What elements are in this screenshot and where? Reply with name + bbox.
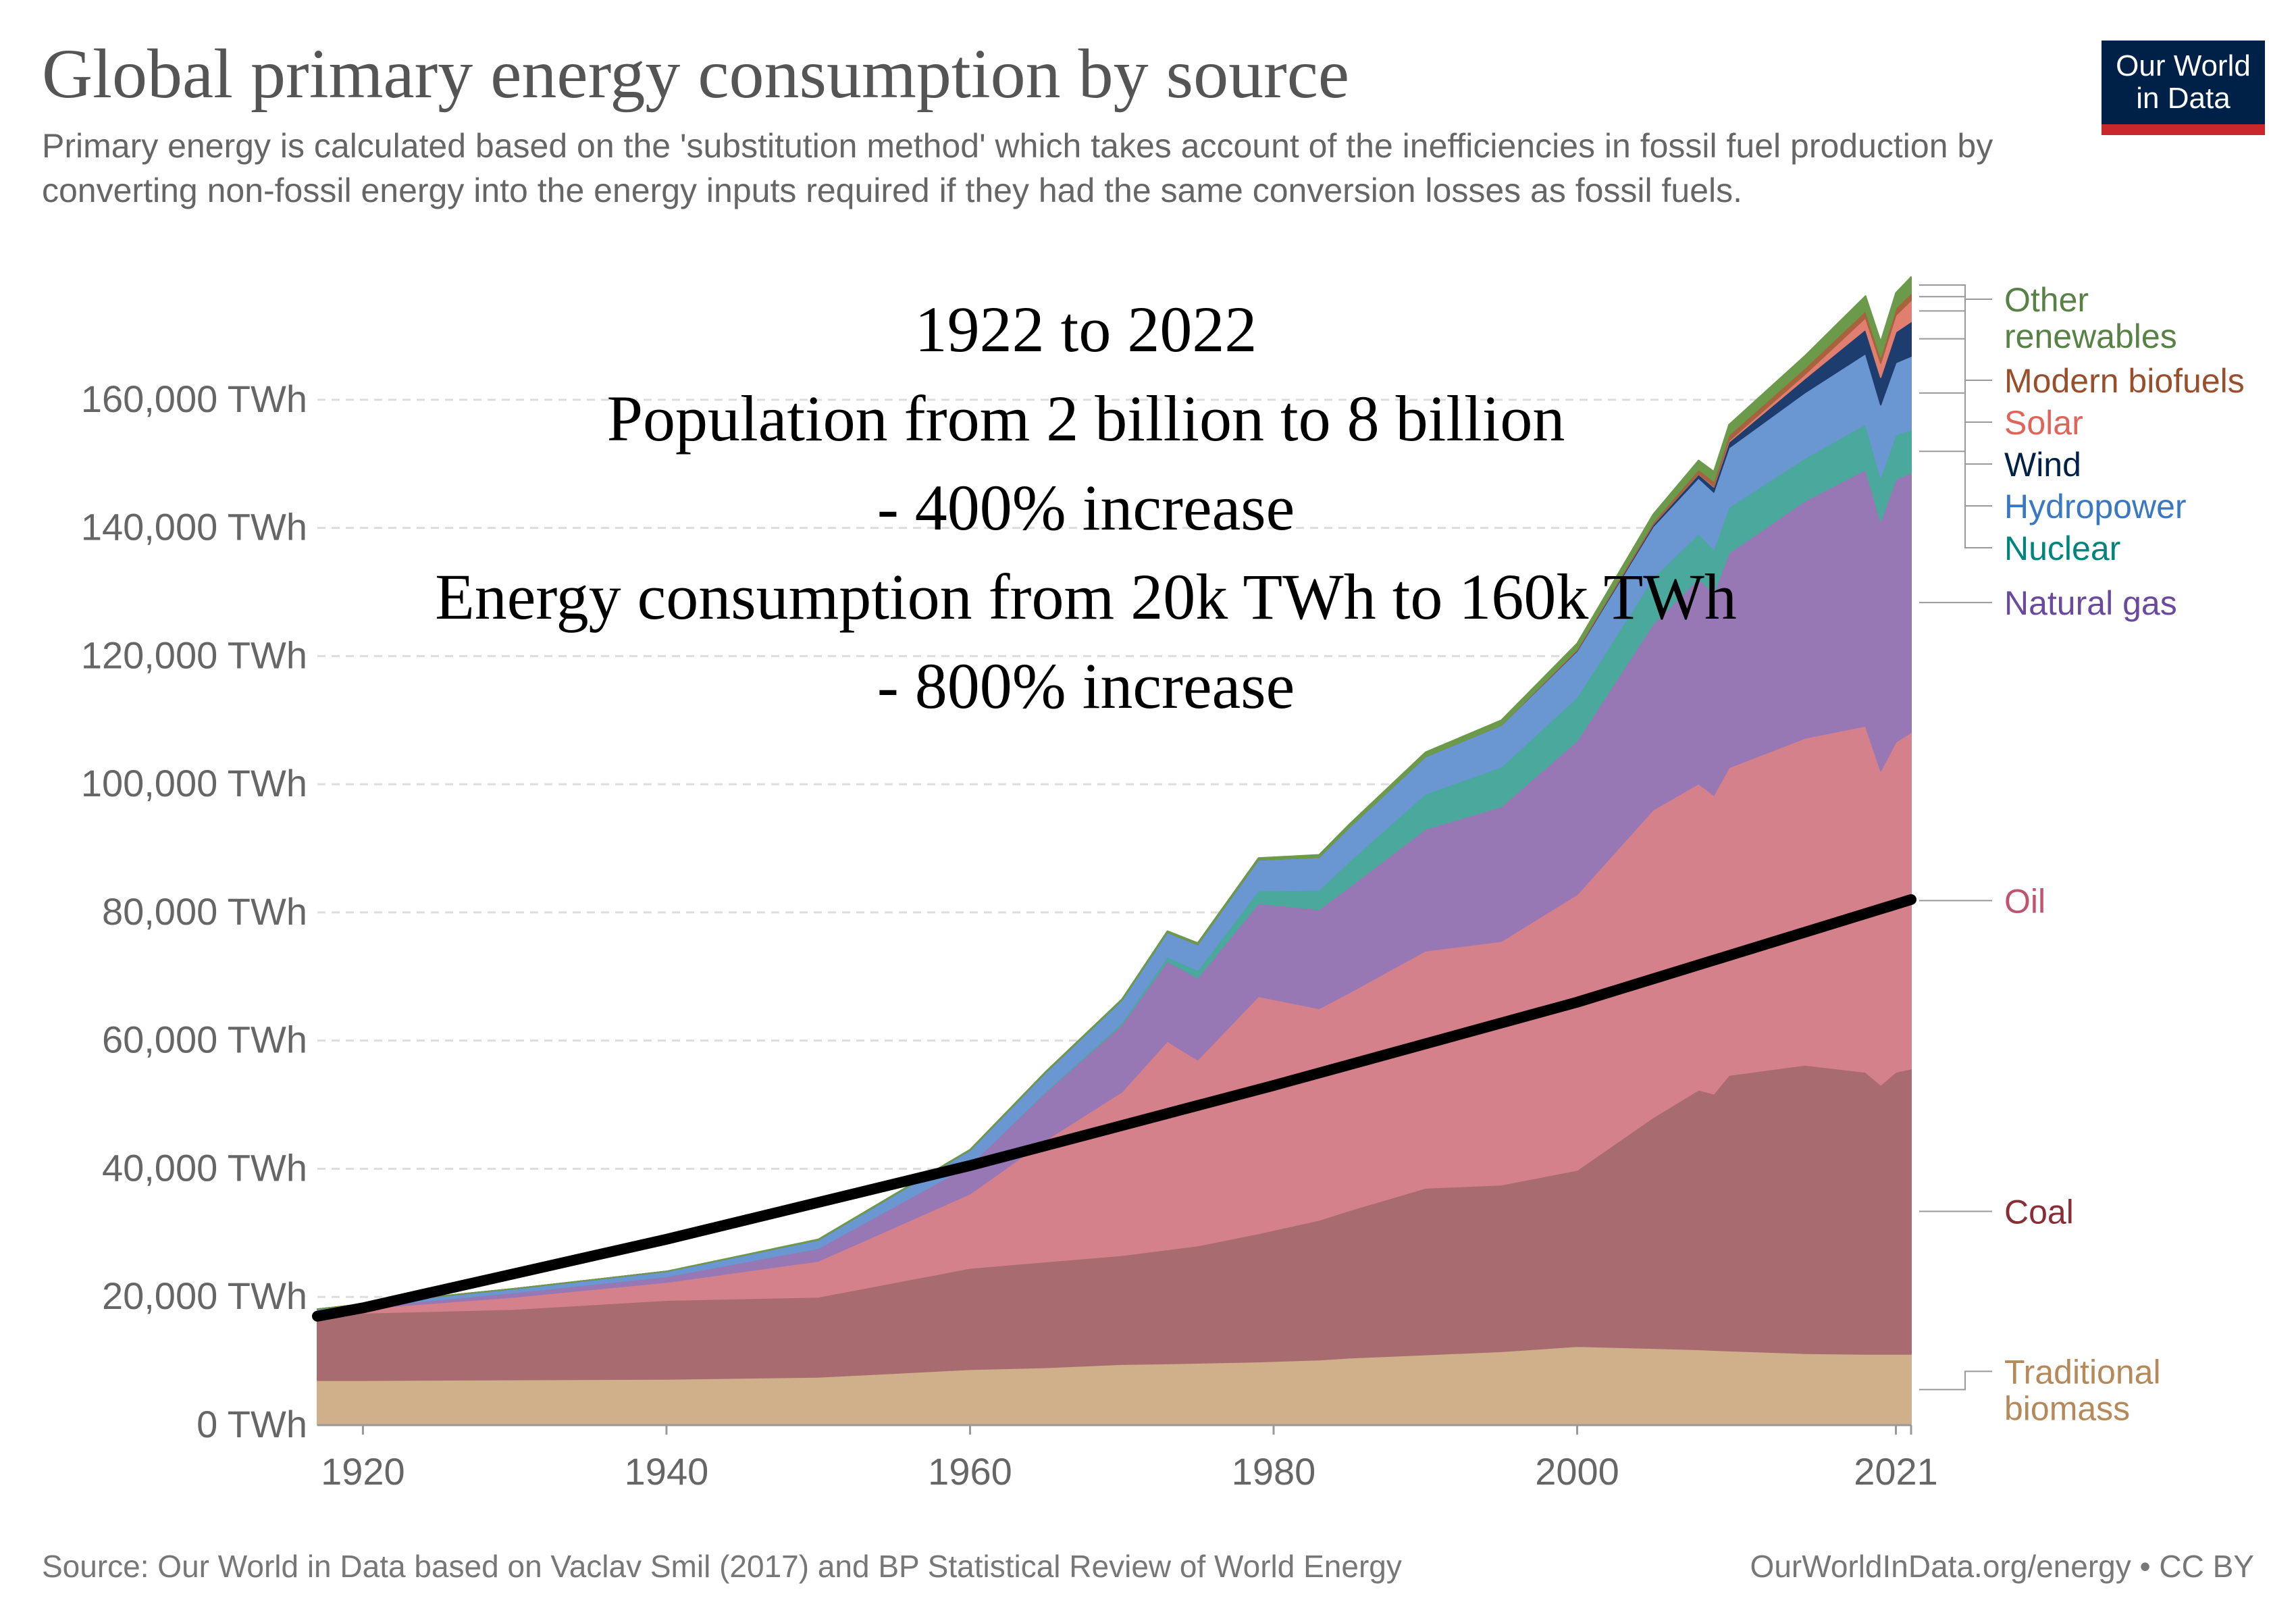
- y-tick-label: 40,000 TWh: [102, 1146, 307, 1189]
- x-tick-label: 2021: [1854, 1450, 1938, 1493]
- x-tick-label: 1940: [625, 1450, 709, 1493]
- legend-leader-line: [1919, 1370, 1992, 1391]
- legend-leader-line: [1919, 338, 1992, 465]
- x-tick-label: 1980: [1232, 1450, 1316, 1493]
- chart-subtitle: Primary energy is calculated based on th…: [42, 127, 1993, 209]
- logo-line-1: Our World: [2116, 49, 2251, 82]
- legend-label-solar: Solar: [2004, 404, 2083, 442]
- legend-leader-line: [1919, 451, 1992, 548]
- legend-label-traditional-biomass: biomass: [2004, 1389, 2130, 1427]
- license-link[interactable]: OurWorldInData.org/energy • CC BY: [1750, 1549, 2254, 1584]
- annotation-line: 1922 to 2022: [915, 293, 1257, 365]
- annotation-text: 1922 to 2022 Population from 2 billion to…: [435, 293, 1737, 722]
- legend-label-oil: Oil: [2004, 882, 2045, 920]
- trend-line-overlay: [312, 894, 1916, 1322]
- legend-leader-line: [1919, 296, 1992, 381]
- y-tick-label: 80,000 TWh: [102, 890, 307, 933]
- legend-label-other-renewables: Other: [2004, 281, 2089, 319]
- legend-label-wind: Wind: [2004, 446, 2081, 484]
- area-other-renewables: [317, 276, 1912, 1310]
- annotation-line: Population from 2 billion to 8 billion: [607, 382, 1565, 455]
- legend-label-modern-biofuels: Modern biofuels: [2004, 362, 2245, 400]
- legend-leader-line: [1919, 392, 1992, 507]
- annotation-line: - 800% increase: [877, 650, 1295, 722]
- y-axis: 0 TWh 20,000 TWh 40,000 TWh 60,000 TWh 80,00…: [81, 378, 307, 1445]
- legend-label-natural-gas: Natural gas: [2004, 584, 2177, 622]
- y-tick-label: 120,000 TWh: [81, 634, 307, 676]
- legend-label-coal: Coal: [2004, 1193, 2074, 1231]
- series-areas: [317, 276, 1912, 1426]
- x-tick-label: 1920: [321, 1450, 405, 1493]
- x-axis: 1920 1940 1960 1980 2000 2021: [317, 1424, 1938, 1493]
- owid-logo[interactable]: Our World in Data: [2102, 41, 2265, 135]
- y-tick-label: 60,000 TWh: [102, 1019, 307, 1061]
- source-note: Source: Our World in Data based on Vacla…: [42, 1549, 1402, 1584]
- legend-label-other-renewables: renewables: [2004, 317, 2177, 355]
- legend-label-hydropower: Hydropower: [2004, 488, 2187, 525]
- legend-label-nuclear: Nuclear: [2004, 530, 2120, 567]
- legend-leader-line: [1919, 310, 1992, 423]
- y-tick-label: 160,000 TWh: [81, 378, 307, 420]
- chart-title: Global primary energy consumption by sou…: [42, 35, 1350, 113]
- y-tick-label: 140,000 TWh: [81, 506, 307, 548]
- x-tick-label: 1960: [928, 1450, 1012, 1493]
- y-tick-label: 0 TWh: [197, 1403, 307, 1445]
- trend-line: [312, 894, 1916, 1322]
- legend-label-traditional-biomass: Traditional: [2004, 1353, 2161, 1391]
- y-tick-label: 100,000 TWh: [81, 762, 307, 804]
- y-tick-label: 20,000 TWh: [102, 1275, 307, 1317]
- annotation-line: Energy consumption from 20k TWh to 160k …: [435, 561, 1737, 633]
- legend-leader-line: [1919, 284, 1992, 300]
- annotation-line: - 400% increase: [877, 471, 1295, 544]
- x-tick-label: 2000: [1535, 1450, 1619, 1493]
- logo-line-2: in Data: [2136, 82, 2230, 115]
